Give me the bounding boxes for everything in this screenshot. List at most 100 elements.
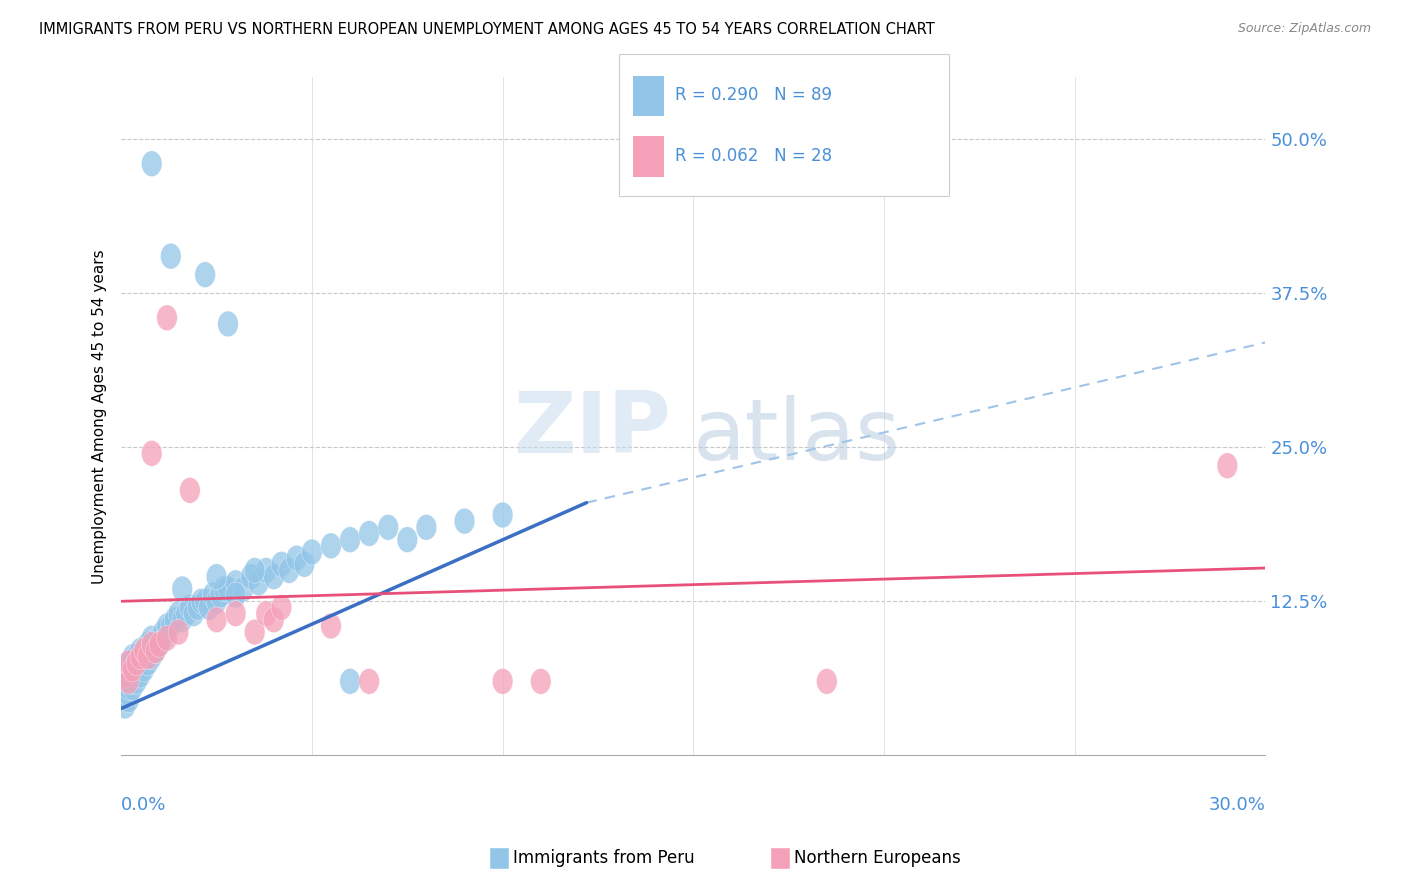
Ellipse shape	[195, 589, 215, 615]
Ellipse shape	[396, 527, 418, 552]
Ellipse shape	[118, 687, 139, 713]
Ellipse shape	[153, 625, 173, 651]
Ellipse shape	[118, 650, 139, 676]
Ellipse shape	[156, 625, 177, 651]
Ellipse shape	[149, 632, 170, 657]
Ellipse shape	[138, 644, 159, 670]
Ellipse shape	[278, 558, 299, 583]
Ellipse shape	[187, 595, 208, 620]
Ellipse shape	[378, 515, 398, 541]
Ellipse shape	[169, 600, 188, 626]
Ellipse shape	[142, 441, 162, 467]
Text: atlas: atlas	[693, 395, 901, 478]
Ellipse shape	[127, 657, 146, 682]
Ellipse shape	[134, 638, 155, 664]
Ellipse shape	[156, 619, 177, 645]
Ellipse shape	[142, 151, 162, 177]
Ellipse shape	[225, 600, 246, 626]
Ellipse shape	[218, 311, 238, 337]
Text: 0.0%: 0.0%	[121, 796, 166, 814]
Ellipse shape	[122, 668, 143, 694]
Ellipse shape	[209, 582, 231, 608]
Ellipse shape	[115, 663, 135, 688]
Text: 30.0%: 30.0%	[1209, 796, 1265, 814]
Ellipse shape	[271, 595, 291, 620]
Ellipse shape	[153, 619, 173, 645]
Ellipse shape	[454, 508, 475, 534]
Ellipse shape	[287, 545, 307, 571]
Ellipse shape	[294, 551, 315, 577]
Ellipse shape	[142, 644, 162, 670]
Ellipse shape	[145, 638, 166, 664]
Ellipse shape	[122, 663, 143, 688]
Ellipse shape	[138, 650, 159, 676]
Text: ZIP: ZIP	[513, 388, 671, 472]
Ellipse shape	[115, 681, 135, 706]
Text: Source: ZipAtlas.com: Source: ZipAtlas.com	[1237, 22, 1371, 36]
Ellipse shape	[172, 607, 193, 632]
Ellipse shape	[118, 681, 139, 706]
Ellipse shape	[817, 668, 837, 694]
Ellipse shape	[118, 663, 139, 688]
Ellipse shape	[180, 477, 200, 503]
Ellipse shape	[207, 564, 226, 590]
Ellipse shape	[118, 650, 139, 676]
Ellipse shape	[271, 551, 291, 577]
Y-axis label: Unemployment Among Ages 45 to 54 years: Unemployment Among Ages 45 to 54 years	[93, 249, 107, 583]
Text: Immigrants from Peru: Immigrants from Peru	[513, 849, 695, 867]
Ellipse shape	[122, 644, 143, 670]
Text: R = 0.290   N = 89: R = 0.290 N = 89	[675, 87, 832, 104]
Ellipse shape	[138, 638, 159, 664]
Ellipse shape	[169, 619, 188, 645]
Ellipse shape	[134, 638, 155, 664]
Ellipse shape	[127, 650, 146, 676]
Ellipse shape	[214, 576, 235, 602]
Ellipse shape	[225, 582, 246, 608]
Ellipse shape	[142, 625, 162, 651]
Ellipse shape	[118, 657, 139, 682]
Ellipse shape	[249, 570, 269, 596]
Ellipse shape	[176, 600, 197, 626]
Ellipse shape	[127, 668, 146, 694]
Text: R = 0.062   N = 28: R = 0.062 N = 28	[675, 147, 832, 165]
Ellipse shape	[129, 644, 150, 670]
Ellipse shape	[256, 600, 277, 626]
Ellipse shape	[122, 650, 143, 676]
Ellipse shape	[198, 595, 219, 620]
Ellipse shape	[195, 261, 215, 287]
Ellipse shape	[160, 613, 181, 639]
Ellipse shape	[321, 533, 342, 558]
Ellipse shape	[191, 589, 212, 615]
Ellipse shape	[359, 668, 380, 694]
Ellipse shape	[263, 607, 284, 632]
Ellipse shape	[183, 600, 204, 626]
Ellipse shape	[165, 607, 186, 632]
Ellipse shape	[145, 638, 166, 664]
Ellipse shape	[156, 613, 177, 639]
Ellipse shape	[218, 576, 238, 602]
Ellipse shape	[302, 539, 322, 565]
Ellipse shape	[129, 638, 150, 664]
Ellipse shape	[160, 244, 181, 269]
Ellipse shape	[492, 668, 513, 694]
Ellipse shape	[492, 502, 513, 528]
Ellipse shape	[149, 632, 170, 657]
Ellipse shape	[115, 657, 135, 682]
Ellipse shape	[245, 619, 264, 645]
Ellipse shape	[180, 595, 200, 620]
Ellipse shape	[115, 663, 135, 688]
Ellipse shape	[127, 644, 146, 670]
Ellipse shape	[256, 558, 277, 583]
Ellipse shape	[321, 613, 342, 639]
Text: IMMIGRANTS FROM PERU VS NORTHERN EUROPEAN UNEMPLOYMENT AMONG AGES 45 TO 54 YEARS: IMMIGRANTS FROM PERU VS NORTHERN EUROPEA…	[39, 22, 935, 37]
Ellipse shape	[233, 576, 253, 602]
Ellipse shape	[129, 650, 150, 676]
Ellipse shape	[118, 668, 139, 694]
Ellipse shape	[127, 650, 146, 676]
Ellipse shape	[118, 668, 139, 694]
Ellipse shape	[530, 668, 551, 694]
Ellipse shape	[138, 632, 159, 657]
Ellipse shape	[225, 570, 246, 596]
Ellipse shape	[122, 674, 143, 700]
Ellipse shape	[149, 625, 170, 651]
